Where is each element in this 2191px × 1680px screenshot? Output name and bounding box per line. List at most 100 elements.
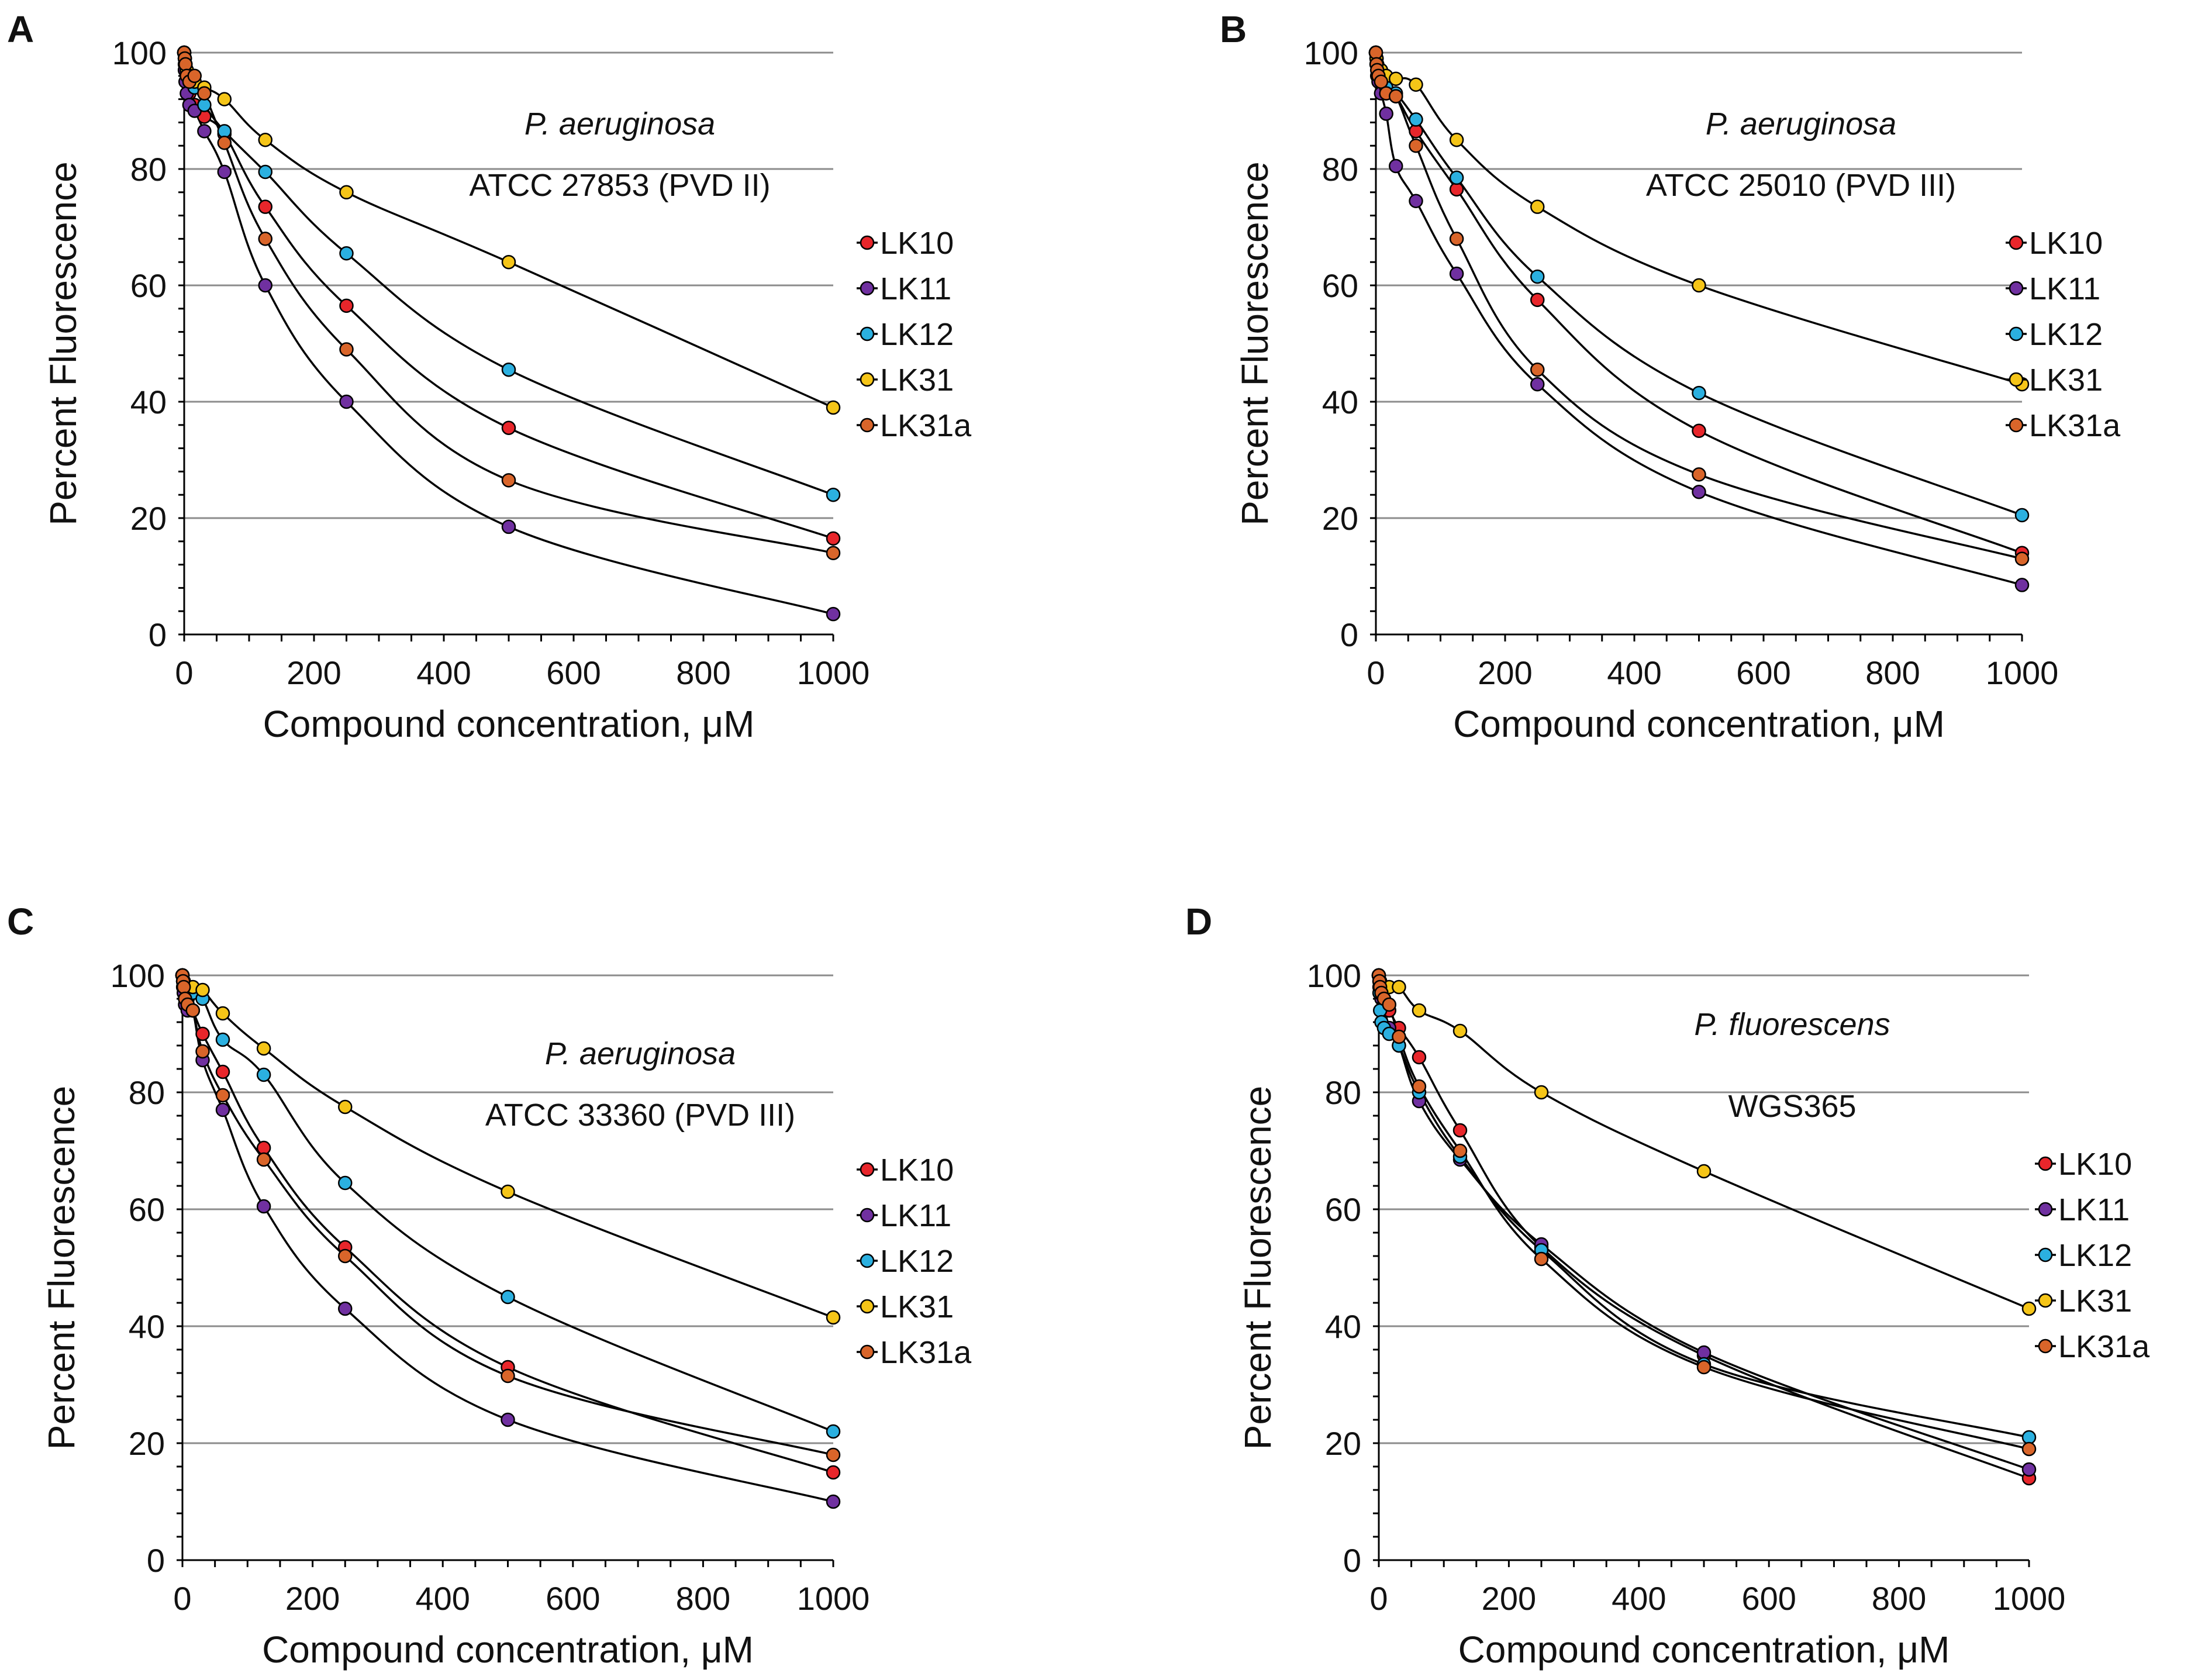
data-point-lk11 <box>1696 1345 1712 1360</box>
legend-label: LK31a <box>880 408 972 443</box>
legend-marker <box>2038 1156 2053 1171</box>
data-point-lk12 <box>826 1424 841 1439</box>
legend-label: LK12 <box>2058 1238 2132 1273</box>
x-tick-label: 1000 <box>797 1580 870 1617</box>
x-tick-label: 600 <box>546 1580 600 1617</box>
data-point-lk31 <box>1692 278 1706 293</box>
data-point-lk31 <box>1389 71 1403 87</box>
data-point-lk31a <box>1392 1029 1406 1044</box>
data-point-lk31a <box>501 1368 515 1384</box>
y-tick-label: 60 <box>130 267 167 304</box>
data-point-lk11 <box>1379 106 1393 121</box>
species-annotation: P. aeruginosa <box>1706 106 1896 142</box>
data-point-lk31 <box>1530 199 1545 214</box>
x-tick-label: 1000 <box>1993 1580 2066 1617</box>
data-point-lk10 <box>501 420 516 436</box>
legend-marker <box>860 1344 875 1360</box>
y-tick-label: 20 <box>1322 500 1358 537</box>
legend-label: LK31 <box>2058 1284 2132 1319</box>
data-point-lk12 <box>2021 1430 2037 1445</box>
data-point-lk31 <box>339 185 354 200</box>
data-point-lk10 <box>826 1465 841 1480</box>
data-point-lk31a <box>339 342 354 357</box>
data-point-lk31 <box>1452 1023 1468 1039</box>
x-tick-label: 600 <box>546 654 601 691</box>
x-tick-label: 800 <box>1872 1580 1926 1617</box>
legend-label: LK31 <box>2029 363 2103 398</box>
legend-marker <box>2009 281 2024 296</box>
legend-label: LK31a <box>880 1335 972 1370</box>
x-tick-label: 600 <box>1741 1580 1796 1617</box>
y-tick-label: 60 <box>1322 267 1358 304</box>
data-point-lk10 <box>195 1026 210 1041</box>
series-line-lk31 <box>1375 52 2023 385</box>
data-point-lk11 <box>826 606 841 622</box>
x-tick-label: 200 <box>285 1580 340 1617</box>
data-point-lk31 <box>195 982 210 998</box>
data-point-lk31a <box>1389 89 1403 104</box>
data-point-lk31 <box>501 254 516 270</box>
legend-label: LK11 <box>880 1198 951 1233</box>
y-axis-label: Percent Fluorescence <box>1234 161 1276 526</box>
data-point-lk12 <box>2014 508 2030 523</box>
data-point-lk10 <box>1530 292 1545 308</box>
legend-marker <box>860 1253 875 1268</box>
data-point-lk11 <box>1530 377 1545 392</box>
data-point-lk31a <box>256 1152 271 1167</box>
panel-letter: B <box>1220 8 1247 50</box>
data-point-lk31 <box>1412 1003 1427 1018</box>
data-point-lk10 <box>1692 423 1706 438</box>
y-tick-label: 100 <box>111 957 165 994</box>
data-point-lk31a <box>338 1248 353 1264</box>
x-tick-label: 1000 <box>1986 654 2059 691</box>
y-tick-label: 0 <box>149 616 167 653</box>
y-tick-label: 80 <box>1322 151 1358 188</box>
y-tick-label: 60 <box>1325 1191 1361 1228</box>
y-tick-label: 20 <box>130 500 167 537</box>
data-point-lk31a <box>826 1447 841 1462</box>
data-point-lk31a <box>215 1088 230 1103</box>
legend-marker <box>860 418 875 433</box>
data-point-lk11 <box>258 278 272 293</box>
y-tick-label: 40 <box>1322 384 1358 420</box>
data-point-lk10 <box>256 1140 271 1155</box>
legend-label: LK11 <box>2058 1192 2130 1227</box>
legend-marker <box>2009 235 2024 250</box>
x-axis-label: Compound concentration, μM <box>1453 703 1945 745</box>
y-tick-label: 40 <box>129 1308 165 1345</box>
x-axis-label: Compound concentration, μM <box>262 1629 754 1671</box>
data-point-lk31a <box>185 1003 201 1018</box>
data-point-lk31a <box>1412 1079 1427 1094</box>
y-tick-label: 100 <box>1304 35 1358 71</box>
data-point-lk31 <box>217 92 232 106</box>
species-annotation: P. aeruginosa <box>525 106 715 142</box>
data-point-lk11 <box>256 1199 271 1214</box>
data-point-lk10 <box>339 298 354 313</box>
data-point-lk12 <box>339 246 354 261</box>
series-line-lk11 <box>1375 52 2023 587</box>
y-axis-label: Percent Fluorescence <box>42 161 84 526</box>
data-point-lk12 <box>215 1032 230 1047</box>
x-tick-label: 800 <box>1865 654 1920 691</box>
legend-marker <box>2038 1293 2053 1308</box>
legend-label: LK10 <box>2058 1147 2132 1182</box>
legend-label: LK31 <box>880 1289 954 1324</box>
data-point-lk31a <box>195 1044 210 1059</box>
data-point-lk31a <box>2021 1441 2037 1457</box>
data-point-lk31 <box>1449 133 1464 147</box>
data-point-lk10 <box>826 531 841 546</box>
data-point-lk12 <box>258 164 272 180</box>
data-point-lk31 <box>501 1184 515 1199</box>
data-point-lk31a <box>826 546 841 560</box>
data-point-lk31a <box>1534 1251 1549 1267</box>
data-point-lk11 <box>1409 194 1423 208</box>
data-point-lk10 <box>258 199 272 214</box>
legend-marker <box>860 1299 875 1314</box>
y-tick-label: 60 <box>129 1191 165 1228</box>
series-line-lk31a <box>1378 975 2030 1450</box>
data-point-lk31a <box>1696 1360 1712 1375</box>
y-axis-label: Percent Fluorescence <box>1237 1086 1279 1450</box>
data-point-lk12 <box>501 1289 515 1305</box>
